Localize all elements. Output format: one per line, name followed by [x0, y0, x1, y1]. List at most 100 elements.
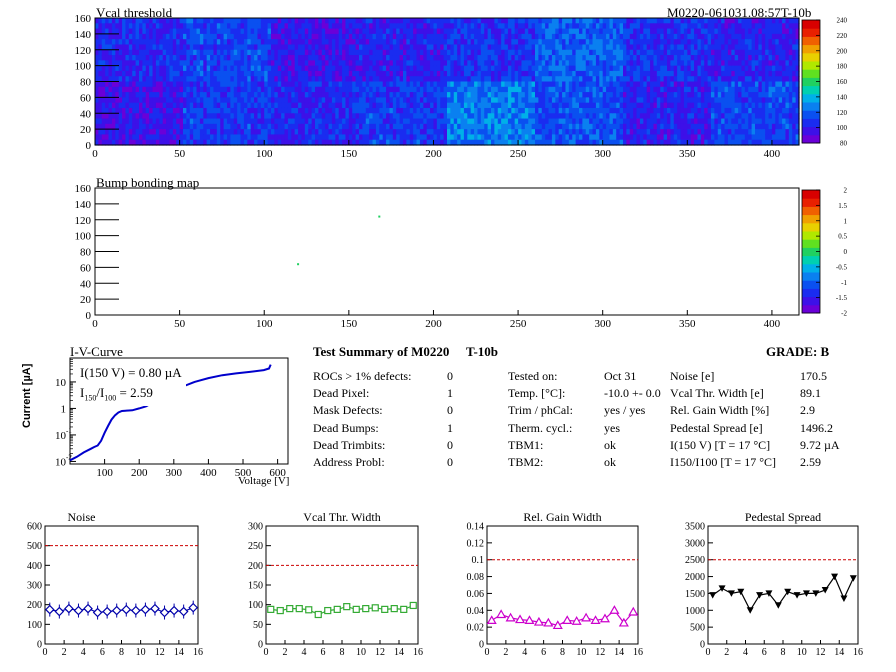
colorbar-segment: [802, 77, 820, 87]
summary-right-label: I(150 V) [T = 17 °C]: [670, 437, 771, 452]
colorbar-segment: [802, 110, 820, 119]
summary-right-value: 170.5: [800, 369, 827, 383]
x-tick-label: 8: [560, 647, 565, 658]
y-tick-label: 150: [248, 581, 263, 592]
x-tick-label: 4: [81, 647, 86, 658]
x-tick-label: 14: [174, 647, 184, 658]
data-point: [130, 605, 141, 616]
x-tick-label: 14: [614, 647, 624, 658]
data-point: [831, 573, 839, 581]
colorbar-tick-label: 1.5: [838, 202, 847, 210]
data-point: [505, 612, 516, 622]
roc-plot-title: Pedestal Spread: [745, 510, 821, 524]
vcal-threshold-title: Vcal threshold: [96, 5, 173, 20]
summary-right-value: 89.1: [800, 386, 821, 401]
iv-legend: I(150 V) = 0.80 µA I150/I100 = 2.59: [76, 364, 186, 406]
x-tick-label: 0: [485, 647, 490, 658]
data-point: [276, 606, 284, 615]
summary-left-label: Dead Pixel:: [313, 386, 370, 401]
x-tick-label: 300: [166, 467, 183, 479]
roc-block: [447, 18, 536, 83]
y-tick-label: 0.14: [467, 522, 485, 533]
colorbar-tick-label: 0: [844, 248, 848, 256]
data-point: [590, 615, 601, 625]
y-tick-label: 40: [80, 278, 92, 290]
roc-block: [535, 81, 624, 146]
colorbar-segment: [802, 231, 820, 240]
data-point: [102, 606, 113, 617]
bump-defect-point: [378, 215, 381, 218]
data-point: [774, 602, 782, 609]
colorbar-tick-label: 180: [837, 63, 848, 71]
data-point: [746, 607, 754, 614]
summary-tag: T-10b: [466, 344, 499, 359]
x-tick-label: 16: [193, 647, 203, 658]
y-tick-label: 0: [86, 310, 92, 322]
series-line: [270, 604, 414, 616]
data-point: [802, 590, 810, 597]
y-tick-label: 100: [75, 231, 92, 243]
data-point: [267, 605, 275, 613]
x-tick-label: 6: [541, 647, 546, 658]
roc-block: [623, 18, 712, 83]
x-tick-label: 600: [269, 467, 286, 479]
data-point: [571, 616, 582, 625]
x-tick-label: 10: [356, 647, 366, 658]
data-point: [552, 620, 563, 630]
x-tick-label: 350: [679, 148, 696, 160]
summary-right-label: I150/I100 [T = 17 °C]: [670, 455, 777, 469]
roc-block: [183, 81, 272, 146]
data-point: [737, 588, 745, 596]
summary-title: Test Summary of M0220: [313, 344, 450, 359]
y-tick-label: 160: [75, 13, 92, 25]
y-tick-label: 400: [27, 561, 42, 572]
y-tick-label: 1500: [685, 589, 705, 600]
colorbar-segment: [802, 239, 820, 248]
data-point: [581, 612, 592, 622]
x-tick-label: 2: [62, 647, 67, 658]
x-tick-label: 300: [594, 318, 611, 330]
data-point: [333, 605, 341, 613]
colorbar-segment: [802, 206, 820, 216]
data-point: [562, 615, 573, 625]
x-tick-label: 10: [797, 647, 807, 658]
summary-left-value: 0: [447, 455, 453, 469]
data-point: [821, 587, 829, 594]
colorbar-segment: [802, 214, 820, 224]
y-tick-label: 0.12: [467, 538, 485, 549]
data-point: [44, 604, 55, 615]
x-tick-label: 12: [155, 647, 165, 658]
y-tick-label: 80: [80, 77, 92, 89]
y-tick-label: 0: [86, 140, 92, 152]
data-point: [543, 617, 554, 627]
summary-right-label: Pedestal Spread [e]: [670, 420, 763, 435]
x-tick-label: 0: [264, 647, 269, 658]
data-point: [362, 604, 370, 613]
x-tick-label: 200: [425, 148, 442, 160]
data-point: [169, 605, 179, 616]
roc-plot-0: Noise 0 100 200 300 400 500 600 0 2 4 6 8 10 12 14 16: [27, 510, 203, 658]
colorbar-segment: [802, 20, 820, 29]
y-tick-label: 2000: [685, 572, 705, 583]
summary-left-label: Address Probl:: [313, 455, 385, 469]
data-point: [343, 603, 351, 611]
y-tick-label: 1: [61, 403, 67, 415]
colorbar-segment: [802, 52, 820, 62]
colorbar-segment: [802, 118, 820, 128]
x-tick-label: 150: [341, 148, 358, 160]
data-point: [533, 616, 544, 626]
y-tick-label: 500: [690, 623, 705, 634]
x-tick-label: 250: [510, 148, 527, 160]
colorbar-tick-label: -2: [841, 310, 847, 318]
summary-mid-label: TBM1:: [508, 437, 544, 452]
roc-plot-2: Rel. Gain Width 0 0.02 0.04 0.06 0.08 0.1 0.12 0…: [467, 510, 644, 658]
data-point: [390, 604, 398, 613]
colorbar-segment: [802, 36, 820, 46]
data-point: [159, 607, 170, 618]
summary-left-label: Dead Bumps:: [313, 420, 379, 435]
roc-plot-title: Rel. Gain Width: [523, 510, 601, 524]
data-point: [409, 601, 417, 610]
colorbar-segment: [802, 272, 820, 281]
